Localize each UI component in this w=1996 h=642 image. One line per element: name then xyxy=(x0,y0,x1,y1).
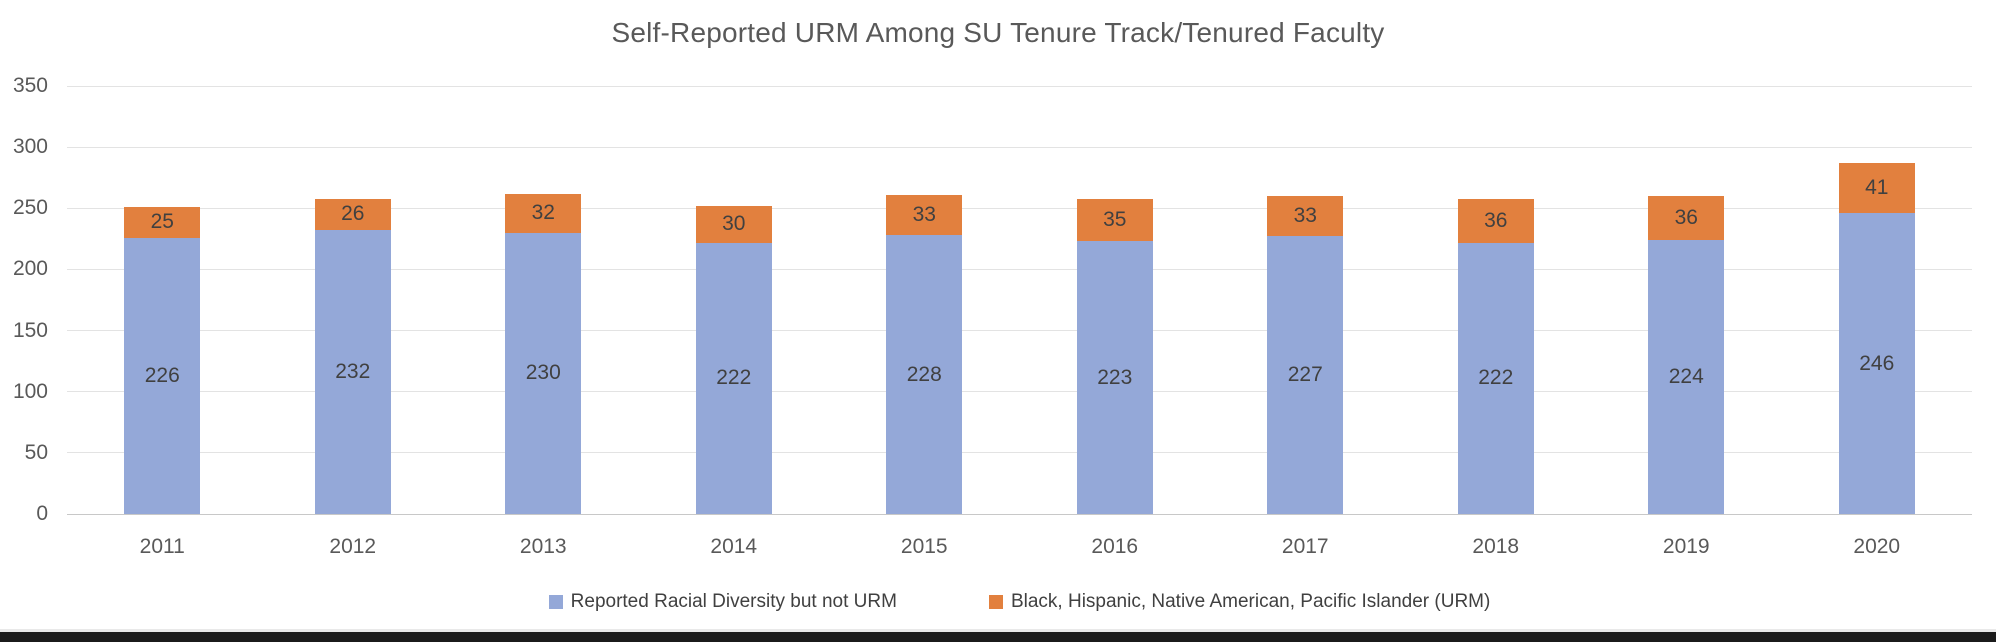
bar-2015-non-urm: 228 xyxy=(886,235,963,514)
legend-swatch-non-urm xyxy=(548,595,563,609)
bar-2017-urm: 33 xyxy=(1267,196,1344,237)
gridline-50 xyxy=(67,452,1972,454)
bar-value-label: 222 xyxy=(716,366,752,390)
bar-value-label: 232 xyxy=(335,360,371,384)
x-tick-label-2019: 2019 xyxy=(1662,535,1710,558)
bar-2020-non-urm: 246 xyxy=(1838,213,1915,514)
y-tick-label-0: 0 xyxy=(36,502,48,525)
bar-2013-non-urm: 230 xyxy=(505,232,582,514)
y-tick-label-200: 200 xyxy=(12,257,48,281)
x-axis-labels: 2011 2012 2013 2014 2015 2016 2017 2018 2019 2020 xyxy=(67,534,1972,560)
bar-value-label: 230 xyxy=(525,361,561,385)
x-tick-label-2013: 2013 xyxy=(519,535,567,558)
chart-title: Self-Reported URM Among SU Tenure Track/… xyxy=(611,17,1385,48)
bar-value-label: 41 xyxy=(1865,176,1889,200)
y-tick-label-250: 250 xyxy=(12,196,48,220)
bar-value-label: 35 xyxy=(1103,207,1127,231)
bar-2011-urm: 25 xyxy=(124,207,201,238)
legend-label-urm: Black, Hispanic, Native American, Pacifi… xyxy=(1010,591,1491,612)
bar-value-label: 36 xyxy=(1674,206,1698,230)
bar-2012-urm: 26 xyxy=(314,198,391,231)
legend-item-non-urm: Reported Racial Diversity but not URM xyxy=(548,591,897,613)
bar-value-label: 33 xyxy=(912,203,936,227)
bar-value-label: 227 xyxy=(1287,363,1323,387)
legend-label-non-urm: Reported Racial Diversity but not URM xyxy=(570,591,897,612)
plot-area: 226 25 232 26 230 32 222 30 228 33 223 35 227 33 222 36… xyxy=(67,85,1972,515)
bar-2011-non-urm: 226 xyxy=(124,237,201,514)
bar-value-label: 30 xyxy=(722,212,746,236)
chart-legend: Reported Racial Diversity but not URM Bla… xyxy=(67,589,1972,615)
x-tick-label-2014: 2014 xyxy=(710,535,758,558)
bar-2018-non-urm: 222 xyxy=(1457,242,1534,514)
bottom-edge-line xyxy=(0,629,1996,632)
bar-2017-non-urm: 227 xyxy=(1267,236,1344,514)
y-tick-label-350: 350 xyxy=(12,74,48,97)
y-tick-label-50: 50 xyxy=(24,440,48,464)
bar-value-label: 223 xyxy=(1097,365,1133,389)
y-tick-label-100: 100 xyxy=(12,379,48,403)
x-tick-label-2020: 2020 xyxy=(1853,535,1901,558)
bar-2012-non-urm: 232 xyxy=(314,230,391,514)
y-tick-label-300: 300 xyxy=(12,135,48,159)
x-tick-label-2016: 2016 xyxy=(1091,535,1139,558)
bar-2019-non-urm: 224 xyxy=(1648,240,1725,514)
x-tick-label-2018: 2018 xyxy=(1472,535,1520,558)
bar-2018-urm: 36 xyxy=(1457,198,1534,243)
bar-2014-non-urm: 222 xyxy=(695,242,772,514)
x-axis-line xyxy=(67,513,1972,515)
y-tick-label-150: 150 xyxy=(12,318,48,342)
gridline-200 xyxy=(67,268,1972,270)
bar-value-label: 222 xyxy=(1478,366,1514,390)
bar-value-label: 25 xyxy=(150,210,174,234)
bar-value-label: 36 xyxy=(1484,208,1508,232)
gridline-150 xyxy=(67,330,1972,332)
gridline-350 xyxy=(67,85,1972,87)
gridline-300 xyxy=(67,146,1972,148)
legend-item-urm: Black, Hispanic, Native American, Pacifi… xyxy=(988,591,1491,613)
bar-2019-urm: 36 xyxy=(1648,196,1725,241)
x-tick-label-2011: 2011 xyxy=(139,535,185,558)
bar-value-label: 32 xyxy=(531,201,555,225)
x-tick-label-2015: 2015 xyxy=(900,535,948,558)
y-axis-labels: 0 50 100 150 200 250 300 350 xyxy=(0,74,48,525)
bar-2020-urm: 41 xyxy=(1838,163,1915,214)
bar-value-label: 228 xyxy=(906,362,942,386)
gridline-250 xyxy=(67,207,1972,209)
x-tick-label-2012: 2012 xyxy=(329,535,377,558)
x-tick-label-2017: 2017 xyxy=(1281,535,1329,558)
bar-value-label: 246 xyxy=(1859,351,1895,375)
bar-2016-urm: 35 xyxy=(1076,198,1153,242)
bar-2016-non-urm: 223 xyxy=(1076,241,1153,514)
legend-swatch-urm xyxy=(988,595,1003,609)
bottom-black-strip xyxy=(0,632,1996,642)
bar-2013-urm: 32 xyxy=(505,193,582,233)
bar-value-label: 26 xyxy=(341,202,365,226)
bar-2014-urm: 30 xyxy=(695,205,772,243)
bar-value-label: 226 xyxy=(144,363,180,387)
gridline-100 xyxy=(67,391,1972,393)
bar-value-label: 224 xyxy=(1668,365,1704,389)
bar-value-label: 33 xyxy=(1293,204,1317,228)
bar-2015-urm: 33 xyxy=(886,194,963,236)
